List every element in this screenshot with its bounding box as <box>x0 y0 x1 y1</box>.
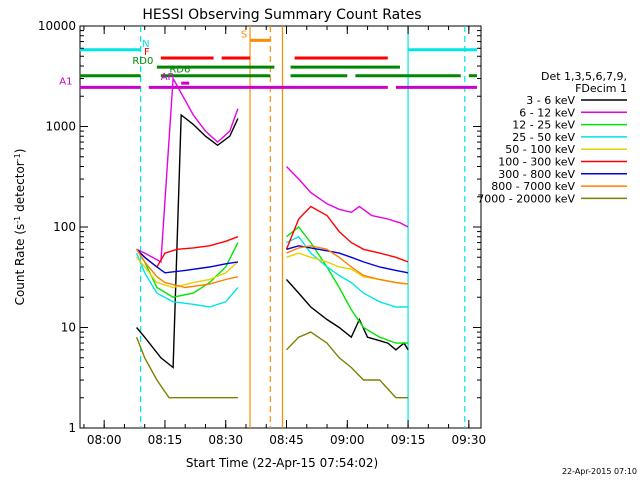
x-axis: 08:00 08:15 08:30 08:45 09:00 09:15 09:30 <box>83 26 487 447</box>
y-tick-label: 1000 <box>45 120 76 134</box>
x-tick-label: 08:30 <box>208 433 243 447</box>
legend-label: 100 - 300 keV <box>498 156 575 169</box>
legend-subtitle: FDecim 1 <box>575 82 627 95</box>
x-tick-label: 08:45 <box>269 433 304 447</box>
legend-label: 12 - 25 keV <box>512 119 575 132</box>
legend-label: 800 - 7000 keV <box>491 180 575 193</box>
series-line <box>286 226 409 344</box>
y-tick-label: 1 <box>68 421 76 435</box>
series-line <box>136 248 239 274</box>
y-tick-label: 100 <box>53 220 76 234</box>
event-lines <box>140 26 466 428</box>
series-line <box>285 331 409 399</box>
flag-label: F <box>144 47 150 58</box>
x-axis-label: Start Time (22-Apr-15 07:54:02) <box>186 456 378 470</box>
y-tick-label: 10000 <box>38 19 76 33</box>
series-line <box>285 205 409 263</box>
x-tick-label: 08:00 <box>87 433 122 447</box>
series-line <box>286 235 409 308</box>
series-lines <box>135 76 409 399</box>
series-line <box>136 113 239 369</box>
chart-title: HESSI Observing Summary Count Rates <box>142 7 421 23</box>
series-line <box>286 245 409 285</box>
series-line <box>135 336 238 399</box>
x-tick-label: 09:00 <box>330 433 365 447</box>
legend-title: Det 1,3,5,6,7,9, <box>541 70 627 83</box>
footer-date: 22-Apr-2015 07:10 <box>562 467 637 476</box>
x-tick-label: 09:30 <box>452 433 487 447</box>
y-axis: 1 10 100 1000 10000 <box>38 19 481 435</box>
legend-label: 3 - 6 keV <box>526 94 575 107</box>
flag-label: RD6 <box>169 65 190 76</box>
series-line <box>136 242 239 298</box>
series-line <box>285 166 409 228</box>
legend-label: 50 - 100 keV <box>505 143 575 156</box>
x-tick-label: 09:15 <box>391 433 426 447</box>
legend-label: 300 - 800 keV <box>498 168 575 181</box>
series-line <box>136 248 239 289</box>
legend-label: 6 - 12 keV <box>519 106 575 119</box>
series-line <box>136 256 239 289</box>
y-tick-label: 10 <box>61 321 76 335</box>
series-line <box>136 76 239 264</box>
series-line <box>135 252 239 308</box>
y-axis-label: Count Rate (s-1 detector-1) <box>13 149 28 306</box>
flag-label: S <box>241 29 247 40</box>
flag-label: RD0 <box>132 56 153 67</box>
legend-label: 25 - 50 keV <box>512 131 575 144</box>
legend-label: 7000 - 20000 keV <box>477 192 575 205</box>
x-tick-label: 08:15 <box>148 433 183 447</box>
flag-label: A1 <box>59 76 72 87</box>
flag-label: AP <box>161 72 174 83</box>
flag-label: N <box>142 39 149 50</box>
series-line <box>285 279 409 351</box>
